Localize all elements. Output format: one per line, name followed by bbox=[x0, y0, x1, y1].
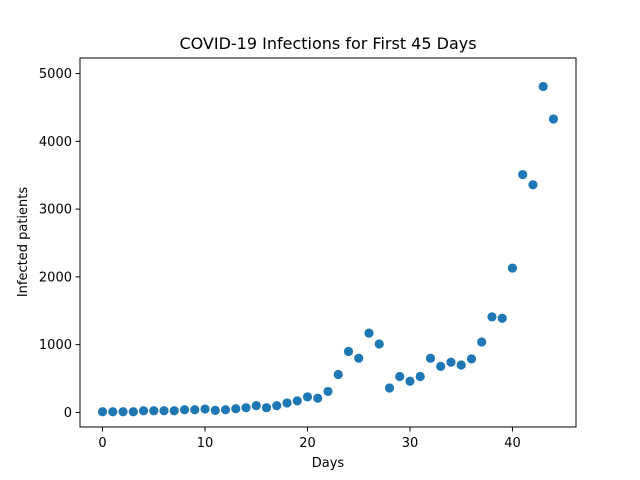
data-point bbox=[128, 407, 138, 417]
data-point bbox=[364, 328, 374, 338]
data-point bbox=[374, 339, 384, 349]
data-point bbox=[456, 360, 466, 370]
data-point bbox=[384, 383, 395, 393]
x-tick-label: 30 bbox=[402, 436, 419, 451]
data-point bbox=[497, 313, 507, 323]
data-point bbox=[118, 407, 128, 417]
x-tick-label: 10 bbox=[197, 436, 214, 451]
data-point bbox=[231, 404, 241, 414]
data-point bbox=[261, 403, 272, 413]
y-tick-label: 3000 bbox=[39, 203, 72, 218]
data-point bbox=[487, 312, 497, 322]
data-point bbox=[343, 346, 354, 357]
y-tick-label: 5000 bbox=[39, 67, 72, 82]
data-point bbox=[200, 404, 210, 414]
axis-ticks: 0 10 20 30 40 0 1000 2000 3000 4000 5000 bbox=[39, 67, 521, 451]
data-point bbox=[446, 357, 456, 367]
data-point bbox=[507, 263, 518, 273]
x-tick-label: 20 bbox=[299, 436, 316, 451]
data-point bbox=[108, 407, 118, 417]
x-axis-title: Days bbox=[312, 456, 345, 471]
y-tick-label: 1000 bbox=[39, 338, 72, 353]
data-point bbox=[241, 403, 251, 413]
data-point bbox=[323, 386, 333, 397]
data-point bbox=[282, 398, 292, 408]
data-points bbox=[97, 81, 559, 417]
data-point bbox=[436, 361, 446, 371]
data-point bbox=[518, 169, 528, 180]
data-point bbox=[548, 114, 559, 124]
data-point bbox=[313, 393, 323, 403]
data-point bbox=[169, 406, 179, 416]
y-tick-label: 4000 bbox=[39, 135, 72, 150]
data-point bbox=[251, 401, 261, 411]
x-tick-label: 40 bbox=[504, 436, 521, 451]
data-point bbox=[292, 396, 302, 406]
data-point bbox=[415, 371, 425, 382]
data-point bbox=[354, 353, 364, 363]
y-tick-label: 2000 bbox=[39, 270, 72, 285]
data-point bbox=[302, 392, 313, 402]
data-point bbox=[149, 406, 159, 416]
data-point bbox=[538, 81, 548, 92]
x-tick-label: 0 bbox=[98, 436, 106, 451]
data-point bbox=[477, 337, 487, 347]
data-point bbox=[159, 406, 169, 416]
data-point bbox=[405, 376, 415, 386]
data-point bbox=[210, 405, 220, 415]
chart-title: COVID-19 Infections for First 45 Days bbox=[179, 34, 476, 53]
data-point bbox=[272, 401, 282, 411]
plot-frame bbox=[79, 57, 577, 428]
data-point bbox=[179, 405, 190, 415]
data-point bbox=[333, 369, 343, 380]
y-tick-label: 0 bbox=[64, 406, 72, 421]
data-point bbox=[97, 407, 108, 417]
y-axis-title: Infected patients bbox=[16, 187, 31, 298]
data-point bbox=[190, 405, 200, 415]
data-point bbox=[220, 405, 231, 415]
data-point bbox=[466, 354, 477, 364]
data-point bbox=[528, 180, 538, 190]
data-point bbox=[425, 353, 436, 363]
data-point bbox=[395, 371, 405, 382]
data-point bbox=[138, 406, 149, 416]
